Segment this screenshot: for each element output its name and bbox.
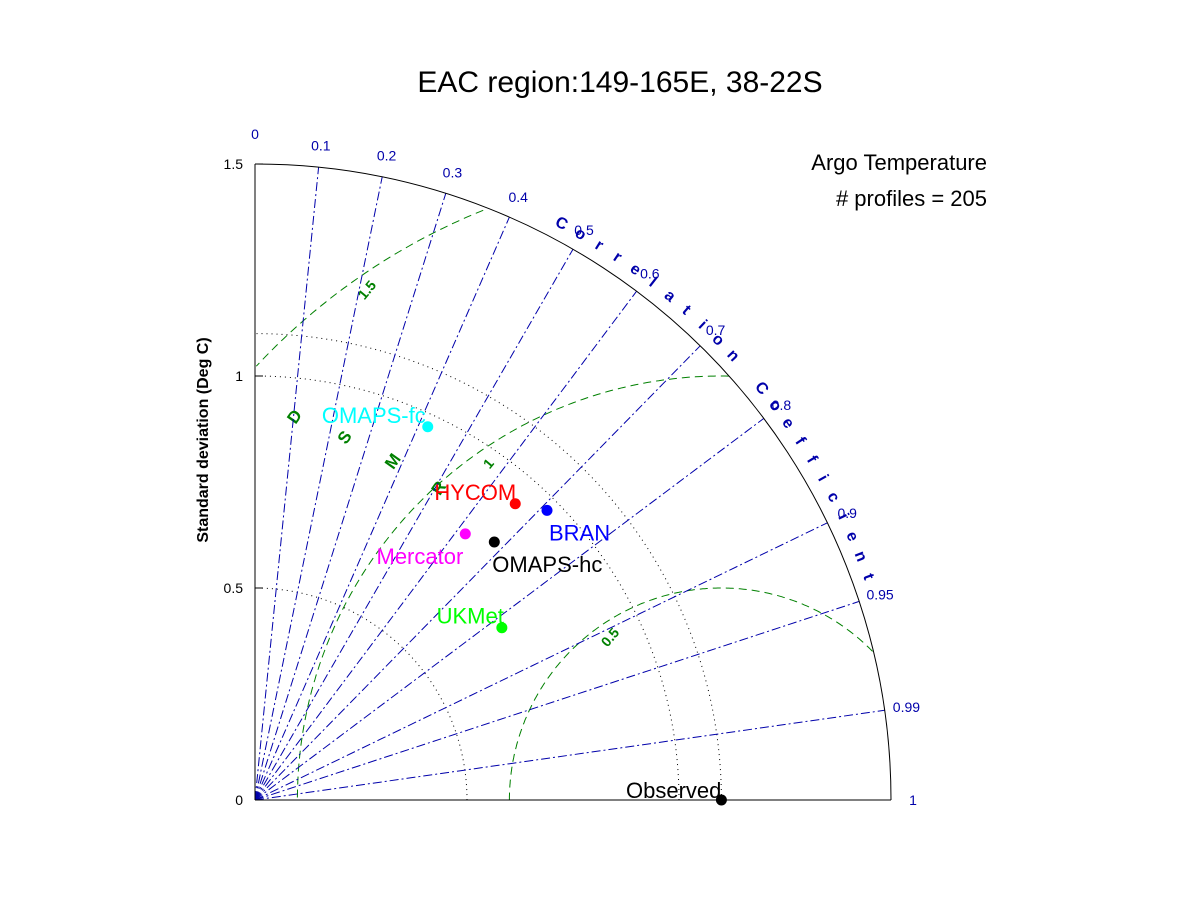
correlation-ray (254, 290, 637, 801)
model-point (488, 536, 500, 548)
std-dev-arc (254, 375, 680, 801)
y-tick-label: 1 (235, 368, 243, 384)
std-dev-arc (254, 587, 468, 801)
correlation-ray (254, 167, 320, 801)
correlation-label-letter: n (723, 346, 742, 365)
annotation-profiles: # profiles = 205 (836, 186, 987, 211)
model-label: UKMet (437, 604, 504, 629)
model-point (422, 421, 434, 433)
model-label: HYCOM (434, 480, 516, 505)
correlation-ray (254, 248, 574, 801)
correlation-tick-label: 0.95 (866, 587, 893, 603)
observed-point (715, 794, 727, 806)
model-label: BRAN (549, 520, 610, 545)
model-label: OMAPS-fc (322, 403, 426, 428)
correlation-label-letter: r (610, 249, 625, 267)
model-points: OMAPS-fc HYCOM BRAN Mercator OMAPS-hc UKMet Ob… (322, 403, 727, 806)
reference-std-arc (254, 333, 722, 801)
correlation-tick-label: 0.99 (893, 699, 920, 715)
correlation-tick-label: 0.9 (837, 505, 857, 521)
model-point (541, 504, 553, 516)
correlation-label-letter: i (814, 472, 831, 484)
correlation-label-letter: C (751, 379, 772, 399)
correlation-tick-label: 1 (909, 792, 917, 808)
correlation-ray (254, 176, 383, 801)
correlation-tick-label: 0.3 (443, 164, 463, 180)
chart-title: EAC region:149-165E, 38-22S (417, 66, 822, 99)
correlation-ray (254, 345, 701, 801)
correlation-label-letter: f (803, 453, 821, 467)
correlation-ray (254, 193, 447, 801)
correlation-label-letter: t (679, 302, 695, 319)
correlation-label-letter: i (834, 511, 851, 522)
model-point (459, 528, 471, 540)
annotation-source: Argo Temperature (811, 150, 987, 175)
correlation-rays (254, 167, 885, 801)
y-tick-label: 0 (235, 792, 243, 808)
correlation-ray (254, 600, 860, 801)
correlation-label-letter: e (778, 415, 797, 432)
std-dev-arcs (254, 333, 722, 801)
correlation-tick-label: 0.7 (706, 322, 726, 338)
correlation-tick-label: 0.1 (311, 137, 331, 153)
y-tick-label: 1.5 (224, 156, 244, 172)
correlation-tick-label: 0.4 (508, 189, 528, 205)
correlation-label-letter: n (851, 549, 870, 564)
observed-label: Observed (626, 778, 721, 803)
correlation-label-letter: r (592, 237, 606, 255)
correlation-label-letter: c (823, 489, 842, 505)
correlation-tick-label: 0 (251, 126, 259, 142)
correlation-label-letter: e (842, 529, 861, 544)
y-axis-label: Standard deviation (Deg C) (195, 337, 212, 542)
correlation-tick-label: 0.2 (377, 147, 397, 163)
rmsd-label-letter: M (381, 450, 405, 473)
correlation-label-letter: f (791, 434, 808, 448)
correlation-ray (254, 709, 885, 801)
correlation-tick-label: 0.8 (772, 397, 792, 413)
rmsd-contour (296, 375, 729, 800)
model-point (496, 622, 508, 634)
correlation-tick-label: 0.6 (640, 266, 660, 282)
y-tick-label: 0.5 (224, 580, 244, 596)
outer-arc (254, 163, 892, 801)
correlation-label-letter: C (552, 214, 571, 235)
correlation-ray (254, 522, 828, 801)
rmsd-contour (255, 209, 484, 367)
correlation-tick-label: 0.5 (574, 222, 594, 238)
rmsd-contour-label: 1 (480, 455, 497, 471)
correlation-ray (254, 216, 510, 801)
model-label: OMAPS-hc (492, 552, 602, 577)
model-label: Mercator (377, 544, 464, 569)
correlation-ray (254, 417, 765, 801)
correlation-label-letter: a (661, 287, 679, 306)
axes: 0 0.5 1 1.5 0 0.1 0.2 0.3 0.4 0.5 0.6 0.7 0.8 0.9 0.95… (224, 126, 921, 808)
rmsd-label-letter: S (334, 427, 356, 447)
model-point (509, 498, 521, 510)
rmsd-contour-label: 1.5 (354, 277, 379, 302)
rmsd-contour (508, 587, 873, 800)
correlation-label-letter: t (859, 571, 877, 582)
